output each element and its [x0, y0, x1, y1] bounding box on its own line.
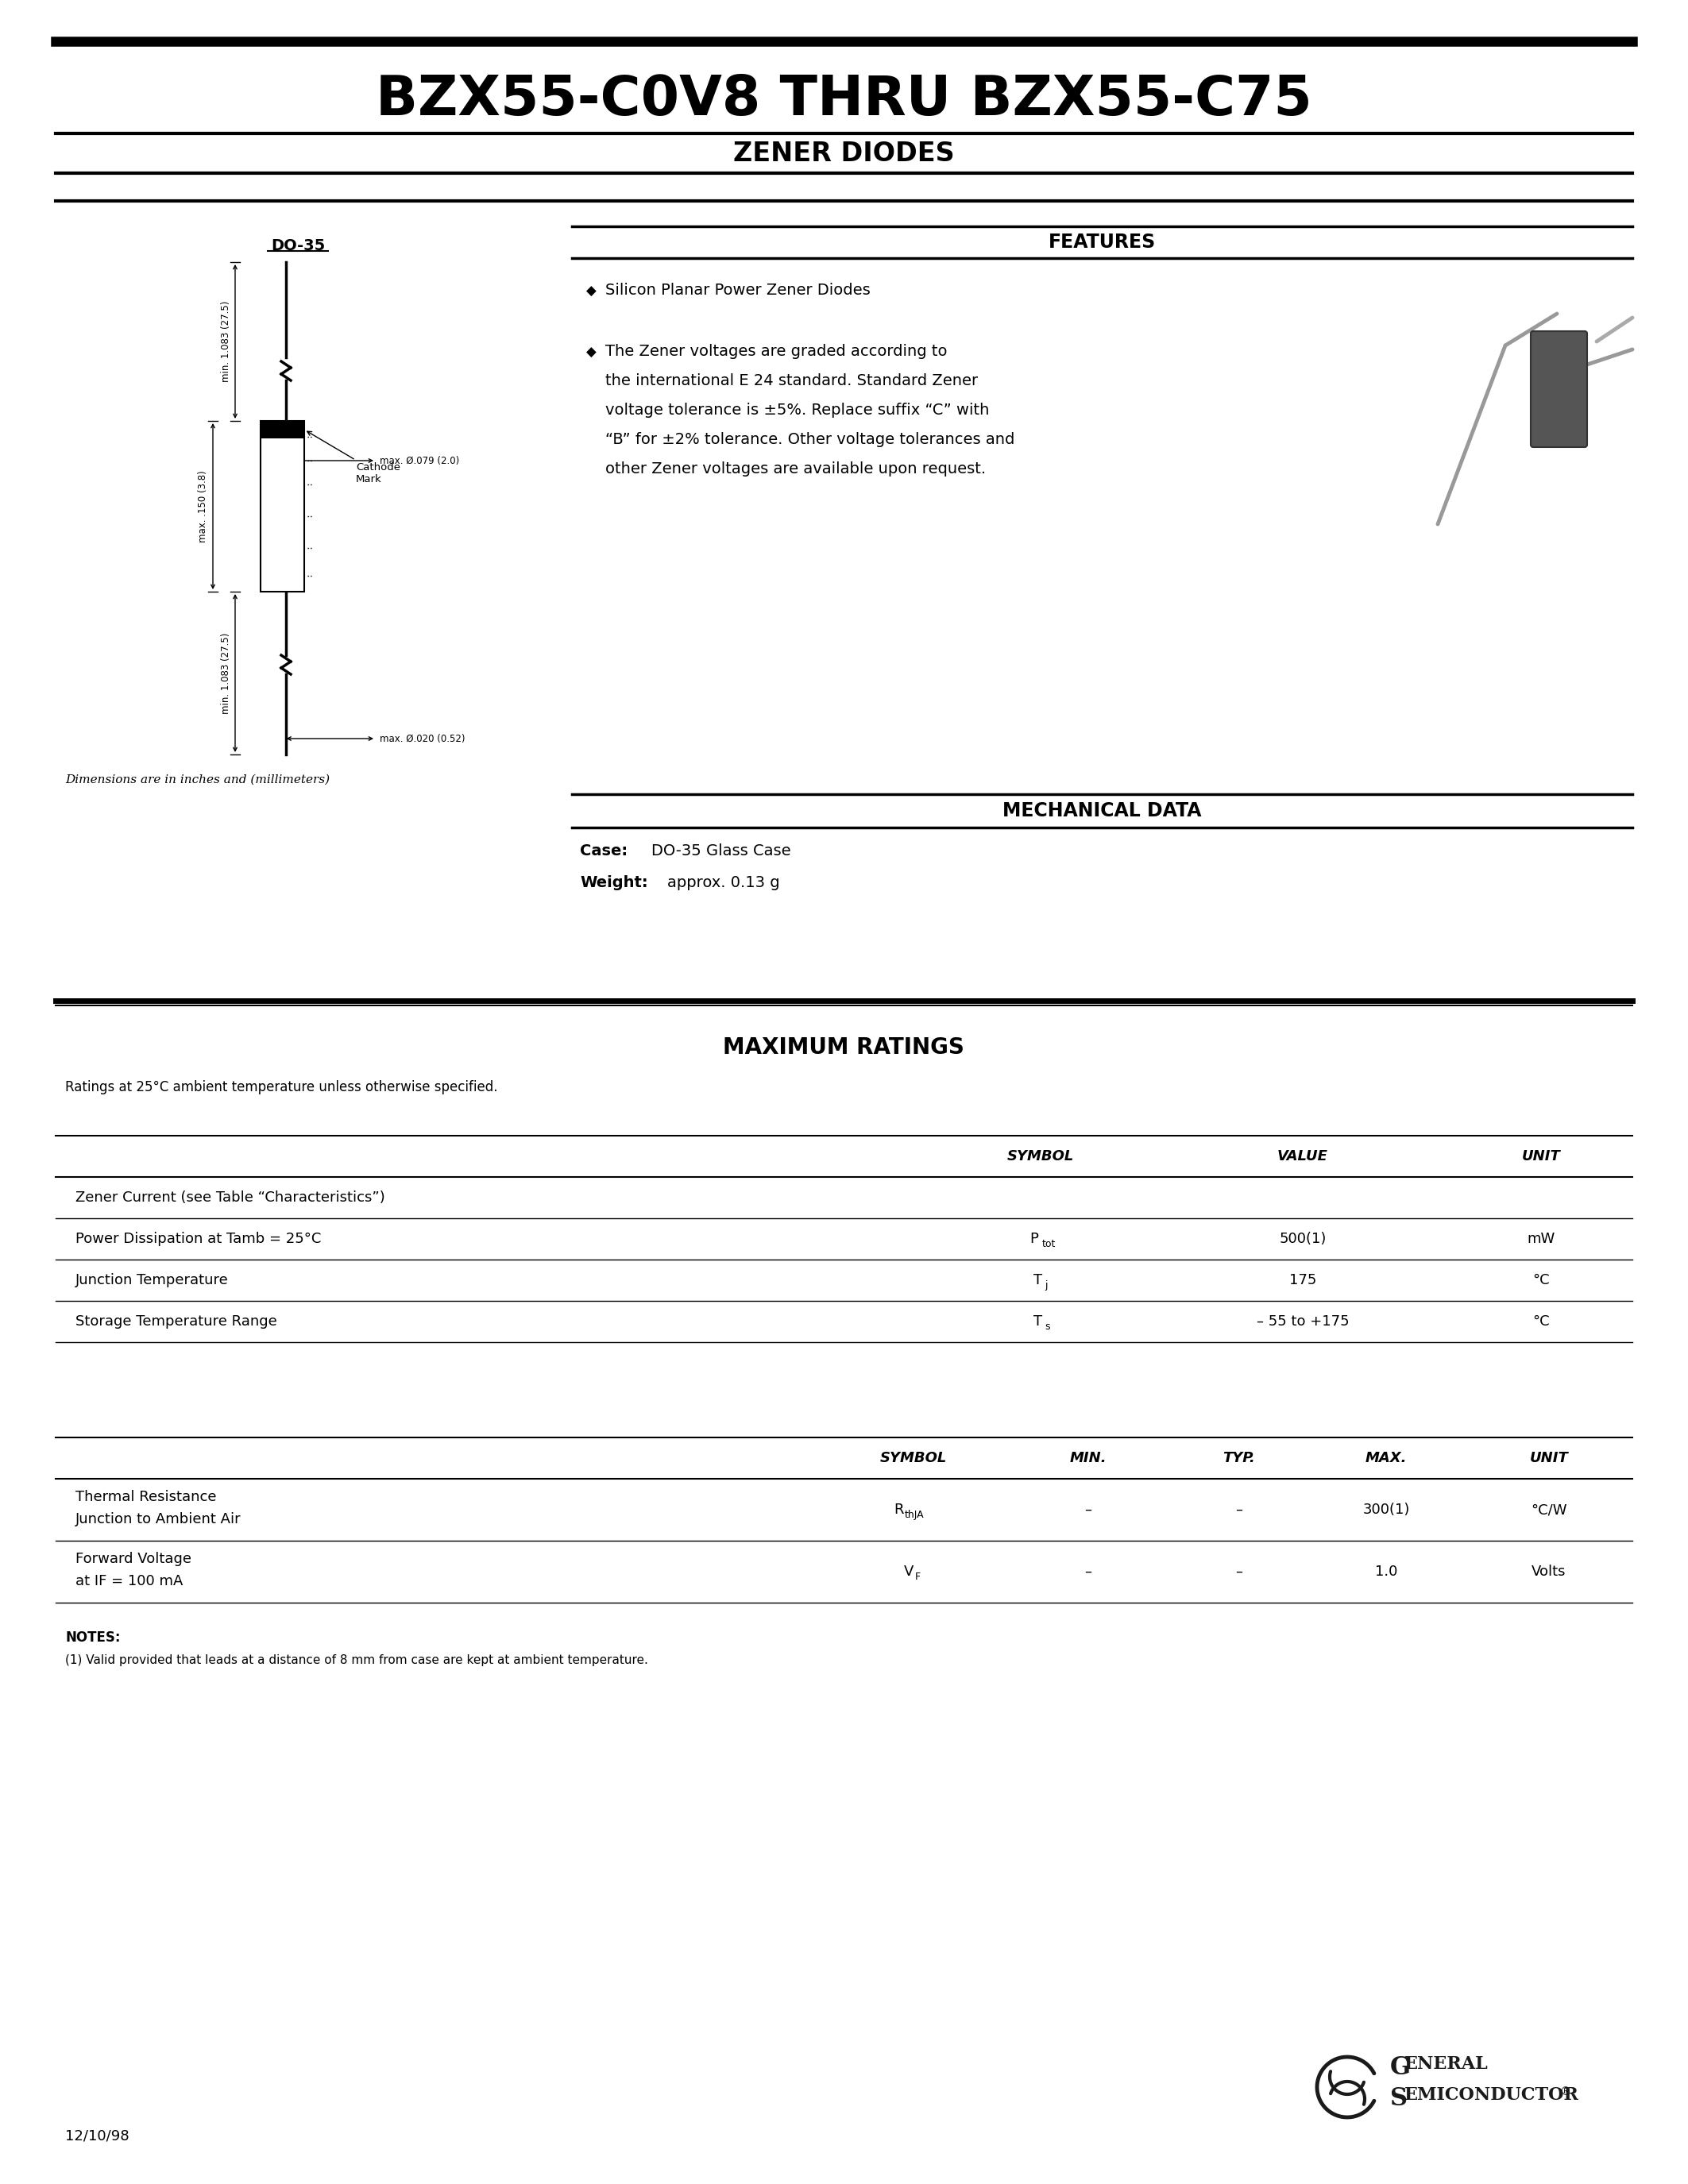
Text: P: P [1030, 1232, 1038, 1247]
Text: T: T [1033, 1273, 1041, 1286]
Text: at IF = 100 mA: at IF = 100 mA [76, 1575, 182, 1588]
Text: NOTES:: NOTES: [66, 1631, 120, 1645]
Text: DO-35: DO-35 [270, 238, 326, 253]
Text: 500(1): 500(1) [1280, 1232, 1327, 1247]
Text: °C: °C [1533, 1315, 1550, 1328]
Text: MIN.: MIN. [1070, 1450, 1107, 1465]
Text: Cathode
Mark: Cathode Mark [307, 432, 400, 485]
Text: FEATURES: FEATURES [1048, 234, 1156, 251]
Text: tot: tot [1041, 1238, 1057, 1249]
Text: T: T [1033, 1315, 1041, 1328]
Text: min. 1.083 (27.5): min. 1.083 (27.5) [221, 633, 231, 714]
Text: s: s [1045, 1321, 1050, 1332]
Text: max. .150 (3.8): max. .150 (3.8) [197, 470, 208, 542]
Text: F: F [915, 1570, 920, 1581]
Text: UNIT: UNIT [1529, 1450, 1568, 1465]
FancyBboxPatch shape [1531, 332, 1587, 448]
Text: TYP.: TYP. [1224, 1450, 1256, 1465]
Text: VALUE: VALUE [1278, 1149, 1328, 1164]
Text: ®: ® [1560, 2086, 1570, 2097]
Text: voltage tolerance is ±5%. Replace suffix “C” with: voltage tolerance is ±5%. Replace suffix… [606, 402, 989, 417]
Text: –: – [1236, 1503, 1242, 1518]
Text: G: G [1391, 2055, 1411, 2079]
Text: –: – [1085, 1564, 1092, 1579]
Text: SYMBOL: SYMBOL [1008, 1149, 1074, 1164]
Text: Case:: Case: [581, 843, 628, 858]
Text: ◆: ◆ [586, 345, 596, 360]
Text: Dimensions are in inches and (millimeters): Dimensions are in inches and (millimeter… [66, 775, 329, 786]
Text: 175: 175 [1290, 1273, 1317, 1286]
Text: SYMBOL: SYMBOL [879, 1450, 947, 1465]
Text: Silicon Planar Power Zener Diodes: Silicon Planar Power Zener Diodes [606, 282, 871, 297]
Bar [260, 422, 304, 439]
Text: 1.0: 1.0 [1374, 1564, 1398, 1579]
Text: –: – [1085, 1503, 1092, 1518]
Text: ZENER DIODES: ZENER DIODES [733, 140, 954, 166]
Text: Weight:: Weight: [581, 876, 648, 891]
Text: approx. 0.13 g: approx. 0.13 g [667, 876, 780, 891]
Text: The Zener voltages are graded according to: The Zener voltages are graded according … [606, 343, 947, 358]
Bar [260, 422, 304, 592]
Text: (1) Valid provided that leads at a distance of 8 mm from case are kept at ambien: (1) Valid provided that leads at a dista… [66, 1653, 648, 1666]
Text: Volts: Volts [1531, 1564, 1566, 1579]
Text: MECHANICAL DATA: MECHANICAL DATA [1003, 802, 1202, 821]
Text: the international E 24 standard. Standard Zener: the international E 24 standard. Standar… [606, 373, 977, 389]
Text: V: V [905, 1564, 913, 1579]
Text: j: j [1045, 1280, 1047, 1291]
Text: Zener Current (see Table “Characteristics”): Zener Current (see Table “Characteristic… [76, 1190, 385, 1206]
Text: thJA: thJA [905, 1509, 925, 1520]
Text: – 55 to +175: – 55 to +175 [1256, 1315, 1349, 1328]
Text: BZX55-C0V8 THRU BZX55-C75: BZX55-C0V8 THRU BZX55-C75 [375, 72, 1312, 127]
Text: °C: °C [1533, 1273, 1550, 1286]
Text: MAX.: MAX. [1366, 1450, 1408, 1465]
Text: EMICONDUCTOR: EMICONDUCTOR [1404, 2086, 1578, 2103]
Text: S: S [1391, 2086, 1408, 2112]
Text: 300(1): 300(1) [1362, 1503, 1409, 1518]
Text: ENERAL: ENERAL [1404, 2055, 1489, 2073]
Text: –: – [1236, 1564, 1242, 1579]
Text: Power Dissipation at Tamb = 25°C: Power Dissipation at Tamb = 25°C [76, 1232, 321, 1247]
Text: min. 1.083 (27.5): min. 1.083 (27.5) [221, 301, 231, 382]
Text: 12/10/98: 12/10/98 [66, 2129, 130, 2143]
Text: Junction Temperature: Junction Temperature [76, 1273, 228, 1286]
Text: Junction to Ambient Air: Junction to Ambient Air [76, 1511, 241, 1527]
Text: Thermal Resistance: Thermal Resistance [76, 1489, 216, 1505]
Text: “B” for ±2% tolerance. Other voltage tolerances and: “B” for ±2% tolerance. Other voltage tol… [606, 432, 1014, 448]
Text: Forward Voltage: Forward Voltage [76, 1553, 191, 1566]
Text: other Zener voltages are available upon request.: other Zener voltages are available upon … [606, 461, 986, 476]
Text: UNIT: UNIT [1521, 1149, 1560, 1164]
Text: MAXIMUM RATINGS: MAXIMUM RATINGS [722, 1037, 964, 1059]
Text: Ratings at 25°C ambient temperature unless otherwise specified.: Ratings at 25°C ambient temperature unle… [66, 1081, 498, 1094]
Text: ◆: ◆ [586, 284, 596, 299]
Text: max. Ø.079 (2.0): max. Ø.079 (2.0) [380, 456, 459, 465]
Text: mW: mW [1528, 1232, 1555, 1247]
Text: Storage Temperature Range: Storage Temperature Range [76, 1315, 277, 1328]
Text: R: R [893, 1503, 903, 1518]
Text: DO-35 Glass Case: DO-35 Glass Case [652, 843, 792, 858]
Text: max. Ø.020 (0.52): max. Ø.020 (0.52) [380, 734, 466, 745]
Text: °C/W: °C/W [1531, 1503, 1566, 1518]
